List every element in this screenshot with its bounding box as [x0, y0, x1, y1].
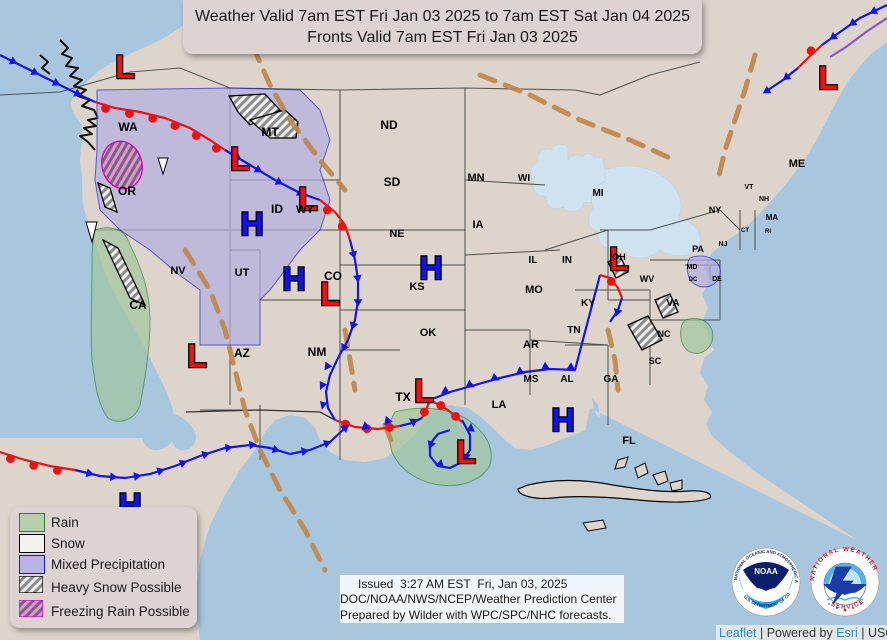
svg-text:MN: MN [467, 172, 484, 184]
svg-text:NY: NY [709, 205, 722, 215]
svg-text:NOAA: NOAA [754, 567, 778, 576]
svg-text:KY: KY [581, 298, 595, 309]
svg-text:NM: NM [308, 345, 327, 359]
svg-text:KS: KS [409, 281, 424, 293]
svg-text:CO: CO [324, 269, 342, 283]
svg-text:IL: IL [529, 255, 538, 266]
svg-text:OK: OK [420, 327, 437, 339]
svg-text:VA: VA [666, 298, 679, 309]
svg-text:IA: IA [473, 219, 484, 231]
svg-text:TX: TX [395, 390, 410, 404]
svg-text:MS: MS [524, 374, 539, 385]
svg-text:NJ: NJ [719, 241, 728, 248]
svg-text:WV: WV [640, 274, 655, 284]
svg-text:AZ: AZ [234, 346, 250, 360]
svg-text:MD: MD [687, 264, 698, 271]
svg-text:OH: OH [612, 252, 626, 262]
svg-text:MI: MI [592, 188, 603, 199]
svg-text:NH: NH [759, 196, 769, 203]
svg-text:FL: FL [622, 435, 636, 447]
svg-text:SC: SC [649, 356, 662, 366]
svg-text:SD: SD [384, 175, 401, 189]
svg-text:LA: LA [492, 399, 507, 411]
svg-text:CT: CT [741, 228, 749, 234]
svg-text:ID: ID [271, 202, 283, 216]
svg-text:WA: WA [118, 120, 138, 134]
svg-text:VT: VT [745, 184, 755, 191]
svg-text:UT: UT [235, 267, 250, 279]
svg-text:DC: DC [689, 277, 698, 283]
svg-text:GA: GA [604, 374, 619, 385]
svg-text:RI: RI [765, 229, 771, 235]
svg-text:IN: IN [562, 255, 572, 266]
svg-text:WY: WY [296, 204, 314, 216]
svg-text:ND: ND [380, 118, 398, 132]
svg-text:AR: AR [523, 339, 539, 351]
svg-text:NV: NV [170, 265, 186, 277]
svg-text:NE: NE [389, 228, 404, 240]
svg-text:ME: ME [789, 158, 806, 170]
svg-text:MA: MA [766, 213, 779, 222]
svg-text:PA: PA [692, 244, 704, 254]
svg-text:TN: TN [567, 325, 580, 336]
svg-text:AL: AL [560, 374, 573, 385]
svg-text:CA: CA [129, 298, 147, 312]
svg-text:DE: DE [712, 276, 722, 283]
svg-text:MO: MO [525, 284, 543, 296]
svg-text:OR: OR [118, 184, 136, 198]
svg-text:MT: MT [261, 125, 279, 139]
svg-text:NC: NC [658, 329, 671, 339]
svg-text:WI: WI [518, 173, 530, 184]
